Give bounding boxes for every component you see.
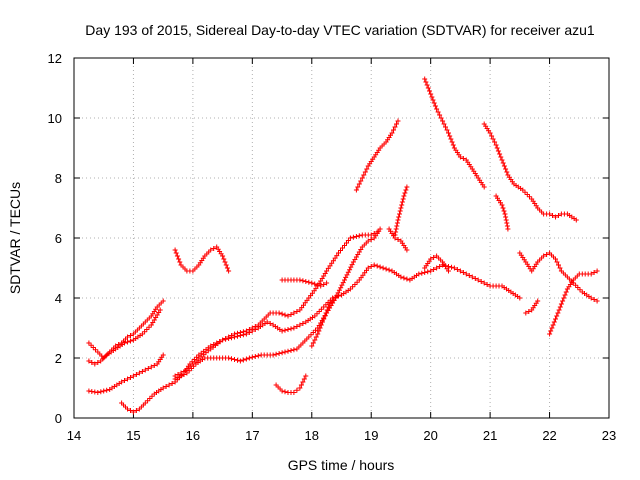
x-tick-label: 23 (602, 428, 616, 443)
x-tick-labels: 14 15 16 17 18 19 20 21 22 23 (67, 428, 616, 443)
y-tick-label: 8 (55, 171, 62, 186)
x-tick-label: 15 (126, 428, 140, 443)
series-s13 (392, 184, 410, 238)
series-s11 (353, 118, 401, 193)
y-tick-label: 0 (55, 411, 62, 426)
y-tick-label: 12 (48, 51, 62, 66)
data-marker-trace (273, 373, 309, 395)
series-s14 (422, 76, 487, 190)
data-marker-trace (523, 298, 541, 316)
data-marker-trace (353, 118, 401, 193)
data-marker-trace (517, 250, 600, 304)
x-tick-label: 18 (305, 428, 319, 443)
series-s8 (273, 373, 309, 395)
data-marker-trace (422, 253, 451, 274)
series-s20 (547, 268, 600, 337)
data-marker-trace (309, 295, 339, 349)
x-tick-label: 22 (542, 428, 556, 443)
axis-ticks (73, 57, 610, 419)
x-tick-label: 14 (67, 428, 81, 443)
series-s4 (119, 262, 523, 415)
data-marker-trace (172, 244, 232, 274)
y-tick-label: 2 (55, 351, 62, 366)
series-s7 (172, 244, 232, 274)
data-marker-trace (279, 277, 330, 289)
series-s3 (86, 352, 166, 395)
data-marker-trace (86, 298, 166, 361)
series-s12 (386, 226, 410, 253)
x-tick-label: 21 (483, 428, 497, 443)
chart-title: Day 193 of 2015, Sidereal Day-to-day VTE… (85, 22, 595, 38)
data-marker-trace (392, 184, 410, 238)
data-marker-trace (86, 352, 166, 395)
x-tick-label: 19 (364, 428, 378, 443)
data-marker-trace (86, 307, 163, 367)
y-tick-label: 4 (55, 291, 62, 306)
series-s17 (493, 193, 511, 232)
series-s1 (86, 298, 166, 361)
series-s16 (481, 121, 579, 223)
y-tick-label: 10 (48, 111, 62, 126)
data-marker-trace (481, 121, 579, 223)
x-tick-label: 17 (245, 428, 259, 443)
series-s19 (523, 298, 541, 316)
data-marker-trace (119, 262, 523, 415)
series-s9 (279, 277, 330, 289)
data-points (86, 76, 600, 415)
series-s6 (172, 226, 383, 382)
series-s10 (309, 295, 339, 349)
y-axis-title: SDTVAR / TECUs (7, 182, 23, 294)
series-s18 (517, 250, 600, 304)
data-marker-trace (422, 76, 487, 190)
data-marker-trace (386, 226, 410, 253)
series-s2 (86, 307, 163, 367)
y-tick-label: 6 (55, 231, 62, 246)
y-tick-labels: 0 2 4 6 8 10 12 (48, 51, 62, 426)
data-marker-trace (172, 226, 383, 382)
x-tick-label: 16 (186, 428, 200, 443)
data-marker-trace (547, 268, 600, 337)
x-axis-title: GPS time / hours (288, 457, 395, 473)
data-marker-trace (493, 193, 511, 232)
series-s15 (422, 253, 451, 274)
x-tick-label: 20 (423, 428, 437, 443)
